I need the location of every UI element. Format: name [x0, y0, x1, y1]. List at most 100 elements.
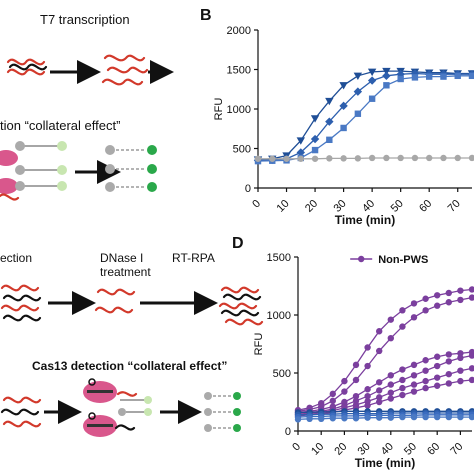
panel-d-series-9-point [445, 413, 452, 421]
panel-d-series-5-point [399, 391, 406, 399]
panel-b-series-0-line [257, 70, 472, 161]
panel-d-y-tick-label: 0 [285, 426, 291, 438]
panel-d-series-2-point [457, 350, 464, 357]
panel-d-series-9-point [376, 414, 383, 421]
panel-d-series-5-point [376, 398, 383, 406]
panel-d-y-axis-label: RFU [253, 333, 265, 356]
panel-b-series-2-point [326, 136, 333, 144]
panel-d-legend-marker [358, 255, 365, 263]
panel-d-series-9-point [341, 415, 348, 422]
panel-b-series-3-point [311, 155, 319, 162]
panel-b-series-2-point [311, 146, 319, 154]
panel-d-series-1-point [434, 302, 441, 309]
panel-b-series-3-point [340, 155, 347, 162]
panel-b-series-3-point [454, 154, 461, 162]
cas13-detection-label: Cas13 detection “collateral effect” [32, 359, 227, 373]
panel-b-x-tick-label: 10 [275, 198, 292, 215]
panel-b-x-tick-label: 70 [446, 198, 463, 215]
panel-d-series-2-point [352, 393, 360, 400]
panel-d-series-7-line [298, 412, 472, 416]
panel-b-series-1-point [382, 71, 391, 81]
panel-b-series-2-point [397, 75, 404, 83]
panel-d-series-0-point [445, 289, 452, 297]
panel-d-series-2-line [297, 351, 473, 414]
panel-b-y-tick-label: 2000 [227, 25, 251, 37]
panel-b-series-3-point [297, 155, 304, 162]
dnase-label-line2: treatment [100, 265, 151, 279]
panel-b-series-1-point [325, 117, 334, 126]
panel-d-series-1-point [364, 362, 371, 370]
panel-b-series-3-point [283, 155, 290, 162]
panel-d-series-5-point [445, 380, 452, 387]
panel-b-series-1-point [367, 76, 377, 85]
panel-d-series-9-point [306, 415, 313, 423]
panel-d-series-1-point [352, 376, 360, 384]
panel-d-series-5-point [422, 384, 429, 392]
panel-d-series-9-point [387, 414, 394, 421]
panel-b-y-tick-label: 500 [233, 144, 251, 156]
panel-b-series-0-point [367, 68, 377, 77]
panel-d-series-5-line [297, 379, 473, 417]
panel-d-series-4-point [434, 374, 441, 381]
panel-d-x-tick-label: 70 [448, 441, 465, 458]
panel-b-series-2-point [454, 72, 461, 80]
panel-d-y-tick-label: 500 [273, 368, 291, 380]
t7-dna-template [6, 58, 48, 76]
panel-d-series-9-point [457, 413, 464, 421]
panel-d-series-0-point [410, 300, 418, 307]
panel-d-series-1-point [399, 323, 406, 330]
panel-d-series-1-point [422, 307, 429, 314]
panel-d-y-tick-label: 1500 [267, 252, 291, 264]
panel-b-series-0-point [296, 137, 305, 145]
panel-d-series-3-point [434, 362, 441, 370]
collateral-effect-label: tion “collateral effect” [0, 118, 120, 133]
panel-b-series-3-point [326, 155, 333, 162]
panel-b-y-tick-label: 1500 [227, 65, 251, 77]
schematic-panel: T7 transcription tion “collateral effect… [0, 12, 264, 437]
panel-d-series-9-point [422, 413, 429, 421]
panel-d-series-1-line [297, 296, 473, 412]
panel-b-series-1-line [257, 72, 472, 161]
panel-b-series-3-point [383, 154, 390, 162]
panel-d-series-1-point [376, 347, 383, 355]
panel-d-series-3-point [376, 387, 383, 394]
panel-d-x-axis-label: Time (min) [355, 456, 415, 470]
panel-d-series-2-point [422, 357, 429, 364]
panel-d-series-4-point [422, 377, 429, 385]
panel-d-series-0-point [434, 292, 441, 299]
panel-b-series-2-point [468, 72, 474, 80]
panel-d-series-0-point [341, 377, 348, 385]
panel-d-series-4-point [410, 381, 418, 388]
panel-d-series-3-point [399, 376, 406, 384]
panel-d-series-9-line [297, 416, 472, 421]
panel-b-y-tick-label: 0 [245, 183, 251, 195]
panel-d-series-3-point [468, 352, 474, 359]
panel-b-series-3-point [269, 155, 276, 162]
panel-d-series-3-point [457, 354, 464, 362]
panel-d-series-2-point [376, 379, 383, 386]
panel-d-x-tick-label: 20 [332, 441, 349, 458]
panel-d-series-0-point [329, 390, 336, 398]
panel-b-series-3-point [468, 154, 474, 162]
panel-d-series-5-point [364, 402, 371, 409]
panel-d-x-tick-label: 0 [290, 441, 303, 454]
panel-d-series-2-point [445, 351, 452, 358]
cas13-complex-2 [83, 378, 152, 437]
panel-d-series-1-point [410, 314, 418, 321]
panel-d-series-4-point [468, 365, 474, 372]
panel-d-series-2-point [387, 372, 394, 379]
panel-d-series-4-point [376, 394, 383, 401]
panel-b-series-3-point [426, 154, 433, 162]
detection-label: ection [0, 251, 32, 265]
panel-d-series-9-point [329, 415, 336, 422]
panel-b-axes [257, 30, 472, 189]
panel-d-series-3-line [297, 354, 473, 415]
panel-b-series-2-point [426, 73, 433, 80]
panel-b-series-0-point [339, 82, 348, 90]
panel-d-series-2-point [364, 386, 371, 393]
panel-b-series-3-point [368, 154, 376, 162]
panel-d-series-2-point [434, 353, 441, 360]
panel-d-series-3-point [364, 393, 371, 400]
